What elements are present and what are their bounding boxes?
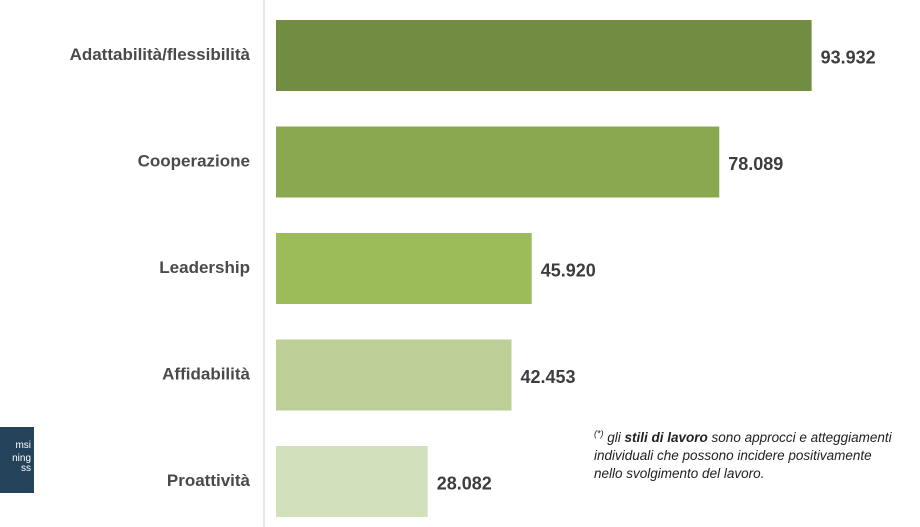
footnote: (*) gli stili di lavoro sono approcci e … bbox=[594, 429, 894, 483]
logo-text-line-1: msi bbox=[15, 440, 31, 451]
footnote-bold-text: stili di lavoro bbox=[624, 430, 708, 445]
bar-4 bbox=[276, 339, 512, 411]
bar-3 bbox=[276, 233, 532, 304]
bar-5 bbox=[276, 446, 428, 517]
bars-group bbox=[276, 20, 812, 517]
value-label-1: 93.932 bbox=[821, 47, 876, 67]
footnote-text-before: gli bbox=[603, 430, 625, 445]
category-label-3: Leadership bbox=[159, 258, 250, 277]
value-label-3: 45.920 bbox=[541, 260, 596, 280]
bar-2 bbox=[276, 126, 720, 198]
logo: msi ning ss bbox=[0, 427, 34, 493]
value-label-5: 28.082 bbox=[437, 473, 492, 493]
category-label-4: Affidabilità bbox=[162, 364, 250, 383]
value-label-4: 42.453 bbox=[521, 367, 576, 387]
category-label-2: Cooperazione bbox=[138, 151, 250, 170]
labels-group: Adattabilità/flessibilità 93.932 Cooperazi… bbox=[70, 45, 876, 493]
logo-text-line-3: ss bbox=[21, 463, 31, 474]
category-label-5: Proattività bbox=[167, 471, 251, 490]
category-label-1: Adattabilità/flessibilità bbox=[70, 45, 251, 64]
footnote-text-after: sono approcci e atteggiamenti individual… bbox=[594, 430, 892, 481]
footnote-marker: (*) bbox=[594, 428, 604, 439]
bar-1 bbox=[276, 20, 812, 91]
logo-text-line-2: ning bbox=[12, 453, 31, 464]
value-label-2: 78.089 bbox=[728, 154, 783, 174]
